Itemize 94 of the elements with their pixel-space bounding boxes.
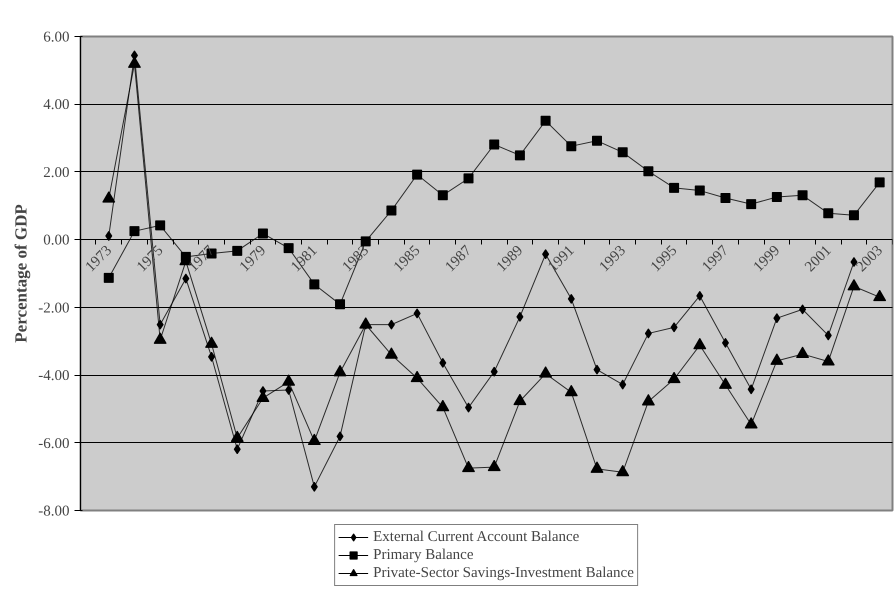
y-tick-label: 6.00	[43, 30, 70, 46]
point	[258, 228, 268, 239]
point	[824, 330, 832, 340]
point	[359, 317, 372, 329]
point	[513, 394, 526, 406]
point	[336, 431, 344, 442]
point	[720, 193, 730, 203]
y-tick-label: 4.00	[43, 97, 70, 114]
y-tick-label: 0.00	[43, 232, 70, 249]
point	[308, 434, 321, 446]
legend-label: Primary Balance	[373, 546, 474, 564]
point	[105, 230, 112, 241]
point	[694, 186, 705, 196]
point	[669, 182, 680, 193]
point	[568, 294, 575, 304]
point	[822, 354, 835, 366]
point	[722, 338, 729, 348]
point	[208, 352, 216, 362]
point	[489, 140, 500, 150]
point	[439, 358, 446, 368]
point	[618, 147, 628, 158]
point	[464, 173, 474, 184]
point	[438, 190, 448, 200]
point	[488, 460, 501, 472]
point	[796, 346, 810, 358]
point	[592, 136, 602, 146]
point	[619, 380, 626, 390]
point	[129, 226, 140, 236]
legend-label: Private-Sector Savings-Investment Balance	[373, 564, 634, 582]
point	[285, 384, 292, 395]
point	[616, 464, 630, 476]
point	[384, 347, 398, 359]
point	[154, 332, 167, 344]
point	[847, 278, 860, 290]
point	[465, 402, 472, 413]
y-tick-label: -6.00	[38, 436, 70, 452]
point	[823, 208, 834, 218]
point	[773, 313, 780, 324]
point	[593, 364, 600, 375]
point	[643, 166, 654, 176]
point	[410, 370, 424, 382]
point	[205, 336, 218, 348]
point	[282, 374, 296, 386]
y-tick-label: -8.00	[38, 504, 70, 520]
point	[386, 206, 396, 216]
point	[309, 279, 320, 290]
y-tick-label: -4.00	[38, 368, 70, 384]
point	[230, 430, 244, 442]
point	[234, 444, 241, 454]
point	[310, 482, 318, 492]
point	[693, 338, 706, 350]
x-tick-label: 1979	[236, 242, 270, 276]
point	[564, 384, 578, 396]
x-tick-label: 1999	[750, 242, 784, 276]
point	[668, 372, 681, 384]
point	[388, 320, 395, 330]
point	[335, 299, 346, 310]
point	[798, 190, 808, 200]
point	[873, 290, 886, 302]
y-tick-label: -2.00	[38, 300, 70, 316]
point	[772, 192, 782, 202]
point	[436, 400, 450, 412]
point	[799, 304, 806, 314]
point	[566, 141, 576, 152]
x-tick-label: 1991	[545, 242, 578, 276]
y-axis-title: Percentage of GDP	[11, 204, 30, 343]
point	[155, 220, 166, 230]
y-tick-label: 2.00	[43, 164, 70, 181]
point	[644, 328, 652, 338]
point	[744, 417, 758, 428]
point	[746, 199, 756, 210]
point	[104, 272, 114, 283]
point	[540, 116, 551, 126]
point	[516, 312, 524, 322]
point	[412, 170, 422, 180]
point	[848, 210, 859, 220]
point	[462, 460, 476, 472]
point	[770, 353, 784, 365]
point	[670, 322, 678, 332]
point	[539, 366, 552, 378]
point	[414, 308, 421, 318]
point	[748, 384, 755, 394]
point	[334, 364, 347, 376]
point	[642, 394, 655, 406]
point	[696, 290, 704, 301]
legend-label: External Current Account Balance	[373, 528, 580, 546]
x-tick-label: 1981	[288, 242, 321, 276]
point	[182, 274, 190, 284]
point	[514, 150, 525, 160]
point	[718, 377, 732, 389]
point	[490, 366, 498, 377]
point	[590, 461, 604, 473]
point	[874, 177, 885, 188]
x-tick-label: 1989	[494, 242, 526, 276]
